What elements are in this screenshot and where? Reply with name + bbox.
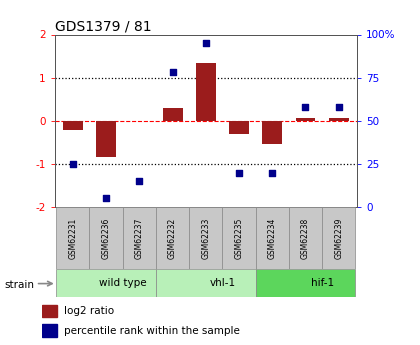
- Text: GSM62232: GSM62232: [168, 217, 177, 259]
- Bar: [42, 324, 57, 337]
- Bar: [229, 121, 249, 134]
- Bar: [256, 207, 289, 269]
- Point: [269, 170, 276, 175]
- Point: [202, 40, 209, 46]
- Point: [103, 196, 110, 201]
- Bar: [296, 118, 315, 121]
- Bar: [256, 269, 355, 297]
- Text: GSM62238: GSM62238: [301, 217, 310, 259]
- Text: log2 ratio: log2 ratio: [64, 306, 114, 316]
- Bar: [156, 269, 256, 297]
- Point: [302, 104, 309, 110]
- Bar: [223, 207, 256, 269]
- Point: [136, 178, 143, 184]
- Text: wild type: wild type: [99, 278, 147, 288]
- Text: GSM62239: GSM62239: [334, 217, 343, 259]
- Text: percentile rank within the sample: percentile rank within the sample: [64, 326, 240, 336]
- Bar: [156, 207, 189, 269]
- Text: GSM62234: GSM62234: [268, 217, 277, 259]
- Bar: [329, 118, 349, 121]
- Point: [70, 161, 76, 167]
- Text: GSM62235: GSM62235: [234, 217, 244, 259]
- Text: vhl-1: vhl-1: [209, 278, 236, 288]
- Text: hif-1: hif-1: [310, 278, 333, 288]
- Bar: [196, 62, 216, 121]
- Text: strain: strain: [4, 280, 34, 289]
- Bar: [289, 207, 322, 269]
- Bar: [63, 121, 83, 130]
- Bar: [322, 207, 355, 269]
- Point: [236, 170, 242, 175]
- Point: [335, 104, 342, 110]
- Bar: [262, 121, 282, 145]
- Text: GSM62233: GSM62233: [201, 217, 210, 259]
- Text: GSM62237: GSM62237: [135, 217, 144, 259]
- Bar: [163, 108, 183, 121]
- Bar: [123, 207, 156, 269]
- Bar: [56, 269, 156, 297]
- Bar: [96, 121, 116, 157]
- Bar: [89, 207, 123, 269]
- Text: GSM62231: GSM62231: [68, 217, 77, 259]
- Text: GDS1379 / 81: GDS1379 / 81: [55, 19, 151, 33]
- Text: GSM62236: GSM62236: [102, 217, 110, 259]
- Bar: [56, 207, 89, 269]
- Point: [169, 70, 176, 75]
- Bar: [189, 207, 223, 269]
- Bar: [42, 305, 57, 317]
